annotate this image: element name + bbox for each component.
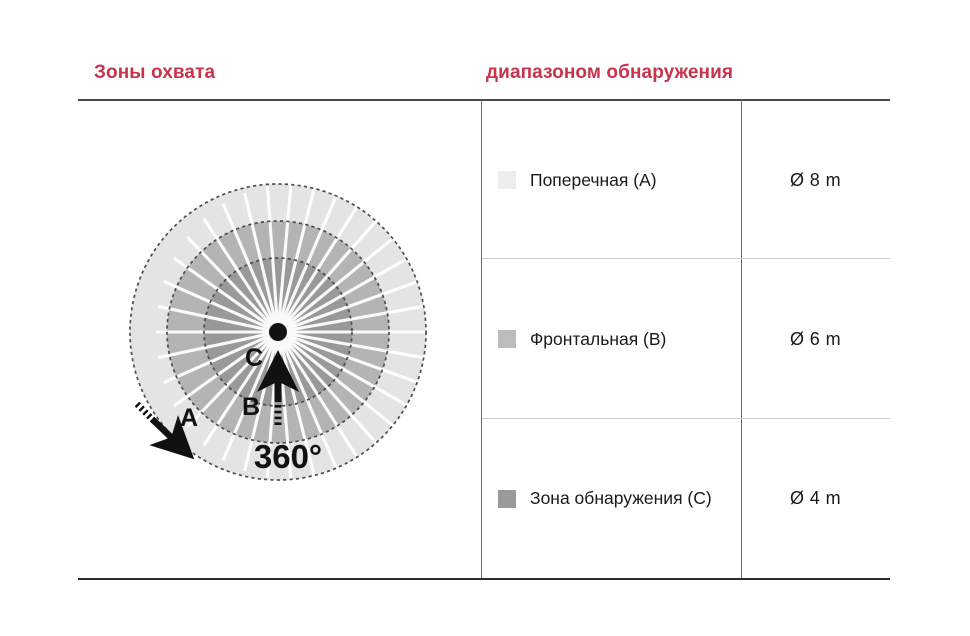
value-cell-b: Ø 6 m [741, 259, 890, 419]
zone-c-diagram-label: C [245, 344, 263, 372]
top-rule [78, 99, 890, 101]
zone-a-arrow [134, 401, 195, 460]
zone-b-diameter: Ø 6 m [789, 328, 841, 349]
zone-c-label: Зона обнаружения (C) [530, 488, 712, 508]
zone-a-boundary [129, 183, 427, 481]
zone-a-diameter: Ø 8 m [789, 169, 841, 190]
row-divider-2 [482, 418, 890, 419]
legend-cell-c: Зона обнаружения (C) [482, 419, 741, 578]
sensor-center-dot [269, 323, 287, 341]
zone-a-diagram-label: A [180, 404, 198, 432]
coverage-radar-diagram: C B A 360° [110, 172, 450, 502]
table-row: Поперечная (A) Ø 8 m [482, 100, 890, 260]
zone-b-swatch [498, 330, 516, 348]
bottom-rule [78, 578, 890, 580]
legend-cell-b: Фронтальная (B) [482, 259, 741, 419]
table-row: Фронтальная (B) Ø 6 m [482, 259, 890, 419]
row-divider-1 [482, 258, 890, 259]
zone-a-label: Поперечная (A) [530, 169, 657, 190]
zone-b-boundary [166, 220, 390, 444]
page-title-coverage-zones: Зоны охвата [94, 62, 216, 83]
column-divider-left [481, 100, 482, 578]
zone-a-swatch [498, 171, 516, 189]
zone-c-diameter: Ø 4 m [789, 488, 841, 508]
page-title-detection-range: диапазоном обнаружения [486, 62, 734, 83]
zone-b-label: Фронтальная (B) [530, 328, 667, 349]
coverage-angle-label: 360° [254, 438, 322, 475]
zone-c-swatch [498, 489, 516, 508]
zone-b-diagram-label: B [242, 393, 260, 421]
value-cell-c: Ø 4 m [741, 419, 890, 578]
value-cell-a: Ø 8 m [741, 100, 890, 260]
column-divider-right [741, 100, 742, 578]
legend-cell-a: Поперечная (A) [482, 100, 741, 260]
table-row: Зона обнаружения (C) Ø 4 m [482, 419, 890, 578]
